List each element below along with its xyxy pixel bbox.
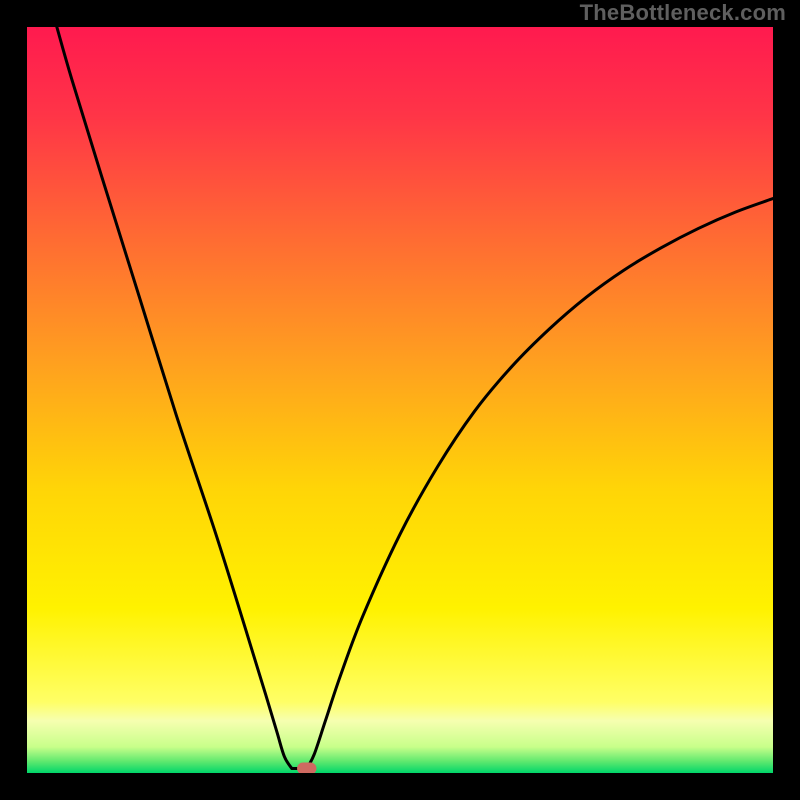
figure-root: { "watermark": { "text": "TheBottleneck.… xyxy=(0,0,800,800)
optimum-marker xyxy=(297,763,316,773)
plot-area xyxy=(27,27,773,773)
chart-background xyxy=(27,27,773,773)
chart-svg xyxy=(27,27,773,773)
watermark-text: TheBottleneck.com xyxy=(580,0,786,26)
